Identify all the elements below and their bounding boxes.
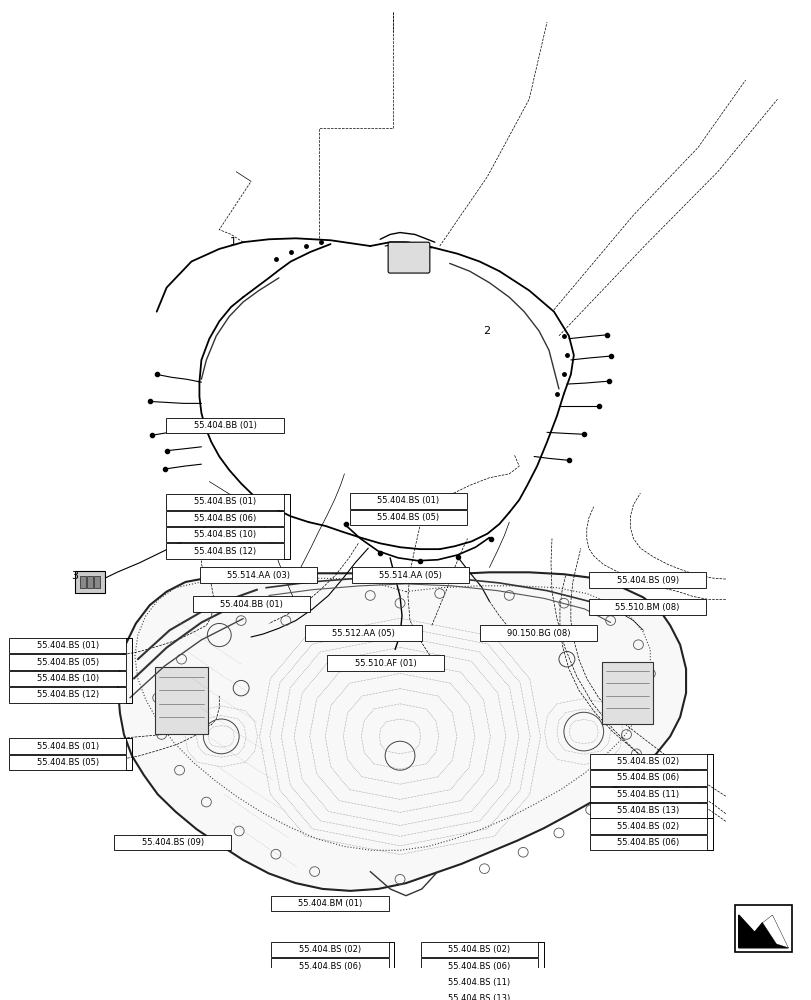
Text: 55.404.BS (01): 55.404.BS (01) — [36, 641, 99, 650]
Bar — [589, 754, 706, 769]
Text: 55.404.BS (10): 55.404.BS (10) — [36, 674, 99, 683]
Text: 55.404.BS (13): 55.404.BS (13) — [448, 994, 509, 1000]
Text: 55.404.BS (06): 55.404.BS (06) — [298, 962, 361, 971]
Text: 55.404.BS (06): 55.404.BS (06) — [616, 838, 679, 847]
Bar — [80, 576, 86, 588]
Bar — [589, 803, 706, 818]
Text: 55.404.BS (05): 55.404.BS (05) — [36, 658, 99, 667]
Text: 55.404.BS (05): 55.404.BS (05) — [376, 513, 439, 522]
Bar — [94, 576, 100, 588]
Bar — [9, 738, 127, 754]
Bar — [200, 567, 316, 583]
Text: 55.404.BS (09): 55.404.BS (09) — [616, 576, 678, 585]
Bar — [9, 755, 127, 770]
FancyBboxPatch shape — [75, 571, 105, 593]
Bar — [589, 787, 706, 802]
Text: 55.404.BS (06): 55.404.BS (06) — [194, 514, 256, 523]
Text: 55.404.BS (11): 55.404.BS (11) — [448, 978, 509, 987]
Bar — [271, 958, 388, 974]
Text: 55.404.BS (12): 55.404.BS (12) — [194, 547, 255, 556]
Text: 55.404.BS (10): 55.404.BS (10) — [194, 530, 255, 539]
Text: 55.404.BS (01): 55.404.BS (01) — [36, 742, 99, 751]
Bar — [166, 418, 283, 433]
Text: 55.404.BS (06): 55.404.BS (06) — [448, 962, 509, 971]
Text: 55.510.AF (01): 55.510.AF (01) — [354, 659, 416, 668]
Text: 55.404.BS (09): 55.404.BS (09) — [141, 838, 204, 847]
Text: 55.404.BS (02): 55.404.BS (02) — [298, 945, 361, 954]
Bar — [166, 494, 283, 510]
Bar — [589, 770, 706, 786]
Bar — [589, 818, 706, 834]
Bar — [271, 942, 388, 957]
Bar — [305, 625, 422, 641]
Text: 55.514.AA (03): 55.514.AA (03) — [226, 571, 290, 580]
Text: 90.150.BG (08): 90.150.BG (08) — [506, 629, 570, 638]
Polygon shape — [738, 915, 787, 948]
Text: 1: 1 — [230, 237, 236, 247]
Text: 55.404.BS (05): 55.404.BS (05) — [36, 758, 99, 767]
FancyBboxPatch shape — [601, 662, 653, 724]
Bar — [420, 958, 537, 974]
Bar — [166, 543, 283, 559]
Text: 55.404.BS (13): 55.404.BS (13) — [616, 806, 679, 815]
Polygon shape — [762, 915, 787, 948]
Text: 3: 3 — [71, 571, 78, 581]
Bar — [193, 596, 310, 612]
Bar — [9, 638, 127, 653]
Bar — [734, 905, 792, 952]
Bar — [349, 510, 466, 525]
Bar — [9, 671, 127, 686]
Bar — [588, 572, 706, 588]
Bar — [351, 567, 469, 583]
Text: 55.404.BS (02): 55.404.BS (02) — [448, 945, 509, 954]
Text: 55.404.BS (01): 55.404.BS (01) — [376, 496, 439, 505]
Text: 55.404.BS (02): 55.404.BS (02) — [616, 822, 679, 831]
Bar — [420, 991, 537, 1000]
Text: 55.404.BM (01): 55.404.BM (01) — [298, 899, 362, 908]
FancyBboxPatch shape — [155, 667, 208, 734]
Bar — [114, 835, 231, 850]
Text: 2: 2 — [483, 326, 489, 336]
Bar — [327, 655, 444, 671]
Text: 55.404.BB (01): 55.404.BB (01) — [193, 421, 256, 430]
Bar — [166, 527, 283, 542]
Text: 55.510.BM (08): 55.510.BM (08) — [615, 603, 679, 612]
Text: 55.404.BS (12): 55.404.BS (12) — [36, 690, 99, 699]
Text: 55.404.BS (06): 55.404.BS (06) — [616, 773, 679, 782]
Bar — [9, 687, 127, 703]
Bar — [271, 896, 388, 911]
Bar — [479, 625, 597, 641]
Text: 55.404.BB (01): 55.404.BB (01) — [220, 600, 283, 609]
Bar — [588, 599, 706, 615]
Bar — [87, 576, 93, 588]
Bar — [349, 493, 466, 509]
FancyBboxPatch shape — [388, 242, 429, 273]
Bar — [420, 942, 537, 957]
Text: 55.514.AA (05): 55.514.AA (05) — [379, 571, 441, 580]
Text: 55.404.BS (01): 55.404.BS (01) — [194, 497, 255, 506]
Text: 55.512.AA (05): 55.512.AA (05) — [332, 629, 395, 638]
Bar — [166, 511, 283, 526]
Text: 55.404.BS (02): 55.404.BS (02) — [616, 757, 679, 766]
Text: 55.404.BS (11): 55.404.BS (11) — [616, 790, 679, 799]
Bar — [589, 835, 706, 850]
Bar — [420, 975, 537, 990]
Bar — [9, 654, 127, 670]
PathPatch shape — [118, 572, 685, 891]
